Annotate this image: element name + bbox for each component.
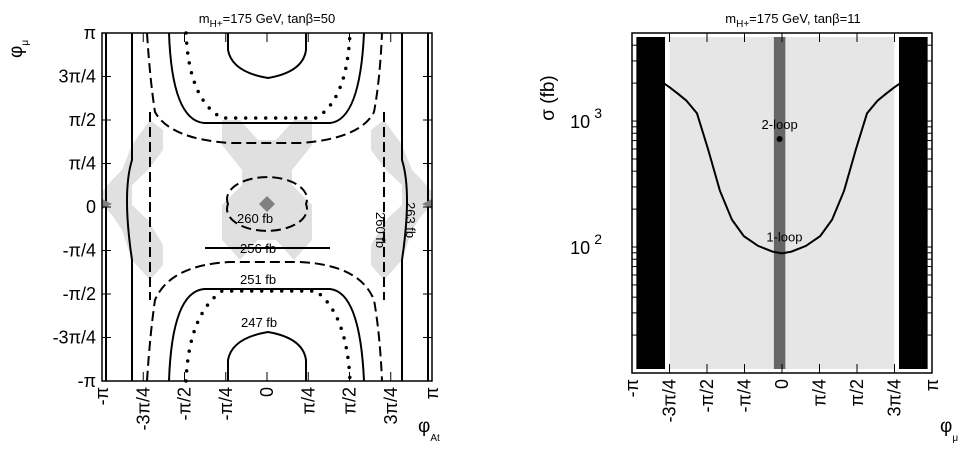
left-contours: [102, 31, 432, 383]
y-tick-label: 0: [86, 197, 96, 217]
x-tick-label: π/2: [340, 387, 360, 414]
contour-line: [168, 288, 365, 382]
right-plot-frame: [631, 32, 933, 374]
x-tick-label: 0: [772, 379, 792, 389]
right-y-axis-label: σ (fb): [538, 75, 559, 121]
x-tick-label: 3π/4: [885, 379, 905, 416]
contour-line-dashed: [226, 176, 308, 232]
contour-label: 256 fb: [240, 241, 276, 256]
x-tick-label: π/2: [847, 379, 867, 406]
left-x-tick-labels: -π -3π/4 -π/2 -π/4 0 π/4 π/2 3π/4 π: [92, 387, 442, 430]
label-2-loop: 2-loop: [762, 117, 798, 132]
left-panel: mH+=175 GeV, tanβ=50 π 3π/4 π/2 π/4 0 -π/4 -π/…: [6, 11, 442, 444]
shaded-region: [222, 120, 312, 260]
x-tick-label: -π: [622, 379, 642, 397]
y-tick-label: π: [84, 23, 96, 43]
contour-line: [126, 33, 133, 381]
x-tick-label: π/4: [298, 387, 318, 414]
shaded-region: [371, 120, 432, 280]
x-tick-label: -3π/4: [133, 387, 153, 430]
y-tick-label: π/2: [69, 110, 96, 130]
contour-line: [227, 33, 307, 80]
left-x-axis-label: φAt: [418, 416, 440, 444]
contour-line: [168, 32, 365, 124]
contour-label: 247 fb: [241, 315, 277, 330]
contour-line-dashed: [146, 261, 383, 382]
left-y-axis-label: φμ: [6, 40, 31, 58]
y-tick-label: 10 3: [570, 105, 602, 132]
x-tick-label: π: [422, 387, 442, 399]
y-tick-label: 10 2: [570, 231, 602, 258]
shaded-region: [102, 120, 163, 280]
contour-label: 260 fb: [237, 211, 273, 226]
right-x-tick-labels: -π -3π/4 -π/2 -π/4 0 π/4 π/2 3π/4 π: [622, 379, 942, 422]
band-allowed-2loop: [773, 37, 786, 369]
x-tick-label: -π: [92, 387, 112, 405]
y-tick-label: -3π/4: [53, 328, 96, 348]
left-plot-frame: [101, 32, 433, 382]
x-tick-label: -π/2: [175, 387, 195, 420]
contour-label: 260 fb: [373, 212, 388, 248]
point-2-loop: [776, 136, 783, 143]
band-excluded: [898, 37, 928, 369]
band-excluded: [636, 37, 666, 369]
left-contour-labels: 260 fb 256 fb 251 fb 247 fb 260 fb 263 fb: [237, 202, 418, 330]
x-tick-label: -π/2: [697, 379, 717, 412]
x-tick-label: -3π/4: [660, 379, 680, 422]
x-tick-label: π: [922, 379, 942, 391]
x-tick-label: -π/4: [216, 387, 236, 420]
x-tick-label: -π/4: [735, 379, 755, 412]
y-tick-label: -π: [78, 371, 96, 391]
y-tick-label: -π/2: [63, 284, 96, 304]
series-line-1-loop: [641, 60, 923, 255]
contour-line: [401, 33, 408, 381]
contour-line-dashed: [146, 32, 383, 144]
y-tick-label: -π/4: [63, 241, 96, 261]
y-tick-label: 3π/4: [59, 67, 96, 87]
x-tick-label: π/4: [810, 379, 830, 406]
y-tick-label: π/4: [69, 154, 96, 174]
left-y-tick-labels: π 3π/4 π/2 π/4 0 -π/4 -π/2 -3π/4 -π: [53, 23, 96, 391]
left-shaded-regions: [102, 120, 432, 280]
contour-label: 263 fb: [403, 202, 418, 238]
x-tick-label: 3π/4: [381, 387, 401, 424]
x-tick-label: 0: [257, 387, 277, 397]
contour-line-dotted: [184, 31, 352, 120]
contour-line-dotted: [184, 289, 352, 383]
right-bands: [636, 37, 928, 369]
label-1-loop: 1-loop: [766, 229, 802, 244]
left-title: mH+=175 GeV, tanβ=50: [199, 11, 335, 30]
right-x-axis-label: φμ: [940, 416, 958, 444]
contour-label: 251 fb: [240, 272, 276, 287]
right-title: mH+=175 GeV, tanβ=11: [725, 11, 860, 30]
maximum-marker: [259, 196, 275, 212]
contour-line: [227, 330, 307, 381]
